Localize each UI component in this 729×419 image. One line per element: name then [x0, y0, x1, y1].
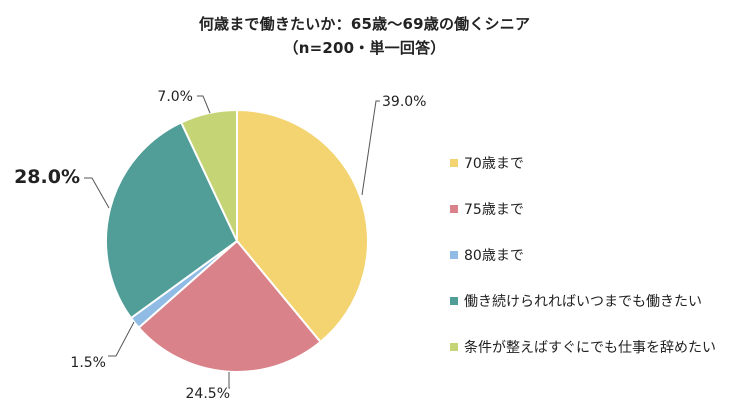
legend-swatch-75 — [450, 205, 458, 213]
legend-label-75: 75歳まで — [464, 202, 524, 218]
legend-label-80: 80歳まで — [464, 248, 524, 264]
data-label-forever: 28.0% — [14, 166, 80, 188]
legend-label-70: 70歳まで — [464, 156, 524, 172]
data-label-70: 39.0% — [382, 94, 426, 110]
legend-label-forever: 働き続けられればいつまでも働きたい — [464, 294, 702, 310]
legend-swatch-forever — [450, 297, 458, 305]
legend-item-75: 75歳まで — [450, 186, 725, 232]
legend-label-quit: 条件が整えばすぐにでも仕事を辞めたい — [464, 340, 716, 356]
legend-swatch-70 — [450, 159, 458, 167]
legend: 70歳まで 75歳まで 80歳まで 働き続けられればいつまでも働きたい 条件が整… — [450, 140, 725, 370]
chart-subtitle: （n=200・単一回答） — [283, 39, 446, 57]
legend-item-quit: 条件が整えばすぐにでも仕事を辞めたい — [450, 324, 725, 370]
chart-title: 何歳まで働きたいか：65歳～69歳の働くシニア — [198, 15, 531, 33]
pie-slice-75 — [137, 239, 322, 373]
pie-slice-70 — [236, 108, 369, 344]
leader-line-70 — [361, 100, 380, 196]
leader-line-quit — [197, 95, 211, 114]
leader-line-75 — [228, 372, 230, 389]
legend-swatch-80 — [450, 251, 458, 259]
pie-slice-forever — [105, 121, 239, 320]
data-label-75: 24.5% — [186, 386, 230, 402]
leader-line-forever — [84, 177, 110, 209]
leader-line-80 — [108, 321, 135, 357]
data-label-80: 1.5% — [70, 355, 106, 371]
chart-title-block: 何歳まで働きたいか：65歳～69歳の働くシニア （n=200・単一回答） — [0, 12, 729, 60]
data-label-quit: 7.0% — [157, 89, 193, 105]
legend-swatch-quit — [450, 343, 458, 351]
legend-item-80: 80歳まで — [450, 232, 725, 278]
legend-item-forever: 働き続けられればいつまでも働きたい — [450, 278, 725, 324]
legend-item-70: 70歳まで — [450, 140, 725, 186]
pie-slice-quit — [179, 108, 238, 242]
